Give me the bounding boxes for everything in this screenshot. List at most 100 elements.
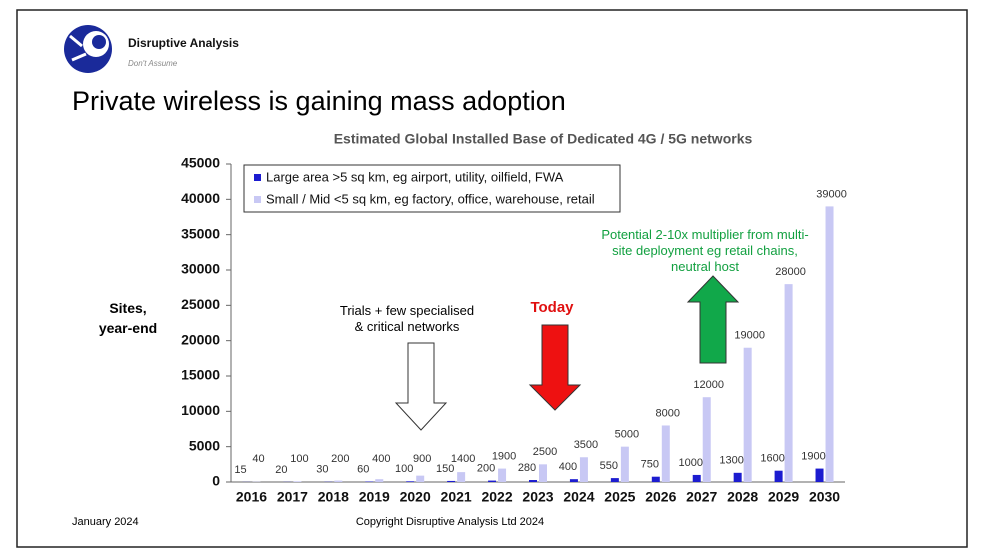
annotation-trials: Trials + few specialised & critical netw… (339, 303, 475, 334)
arrow-trials (394, 342, 448, 431)
bar (784, 284, 793, 482)
bar (375, 479, 384, 482)
value-label: 1300 (719, 455, 743, 467)
value-label: 60 (357, 463, 369, 475)
bar (457, 472, 466, 482)
bar (406, 481, 415, 482)
value-label: 3500 (574, 439, 598, 451)
arrow-today (528, 324, 582, 411)
bar (569, 479, 578, 482)
bar (733, 472, 742, 482)
value-label: 28000 (775, 266, 806, 278)
value-label: 280 (518, 462, 536, 474)
x-tick-label: 2024 (563, 489, 594, 505)
value-label: 19000 (734, 330, 765, 342)
legend-label: Small / Mid <5 sq km, eg factory, office… (266, 191, 595, 206)
value-label: 1400 (451, 453, 475, 465)
x-tick-label: 2018 (318, 489, 349, 505)
legend-label: Large area >5 sq km, eg airport, utility… (266, 169, 564, 184)
bar (610, 478, 619, 482)
value-label: 400 (559, 461, 577, 473)
y-tick-label: 35000 (181, 225, 220, 241)
bar (815, 468, 824, 482)
value-label: 8000 (656, 407, 680, 419)
bar (620, 446, 629, 482)
y-tick-label: 5000 (189, 437, 220, 453)
bar (661, 425, 670, 482)
x-tick-label: 2021 (441, 489, 472, 505)
y-tick-label: 0 (212, 473, 220, 489)
bar (539, 464, 547, 482)
y-tick-label: 45000 (181, 155, 220, 171)
x-tick-label: 2016 (236, 489, 267, 505)
footer-copyright: Copyright Disruptive Analysis Ltd 2024 (356, 516, 544, 528)
value-label: 1900 (492, 450, 516, 462)
bar (579, 457, 588, 482)
bar (692, 474, 701, 482)
legend-swatch (254, 174, 261, 181)
legend-swatch (254, 196, 261, 203)
value-label: 400 (372, 453, 390, 465)
x-tick-label: 2019 (359, 489, 390, 505)
x-tick-label: 2027 (686, 489, 717, 505)
bar (825, 206, 834, 482)
slide-title: Private wireless is gaining mass adoptio… (72, 86, 566, 116)
value-label: 30 (316, 464, 328, 476)
slide-frame (16, 9, 968, 548)
value-label: 2500 (533, 446, 557, 458)
bar (447, 480, 456, 482)
bar (774, 470, 783, 482)
value-label: 20 (275, 464, 287, 476)
x-tick-label: 2020 (400, 489, 431, 505)
bar (702, 397, 711, 482)
bar (488, 480, 497, 482)
y-tick-label: 15000 (181, 367, 220, 383)
x-tick-label: 2023 (522, 489, 553, 505)
bar (416, 475, 425, 482)
value-label: 12000 (693, 379, 724, 391)
value-label: 150 (436, 463, 454, 475)
chart-title: Estimated Global Installed Base of Dedic… (334, 131, 753, 147)
today-label: Today (530, 299, 574, 316)
bar (651, 476, 660, 482)
brand: Disruptive Analysis (128, 36, 239, 50)
bar (743, 347, 752, 482)
x-tick-label: 2017 (277, 489, 308, 505)
logo (64, 25, 112, 73)
x-tick-label: 2030 (809, 489, 840, 505)
value-label: 15 (234, 464, 246, 476)
value-label: 200 (331, 453, 349, 465)
value-label: 39000 (816, 188, 847, 200)
value-label: 40 (252, 453, 264, 465)
footer-date: January 2024 (72, 516, 139, 528)
bar (529, 480, 537, 482)
bar (293, 481, 302, 482)
y-tick-label: 20000 (181, 331, 220, 347)
y-tick-label: 25000 (181, 296, 220, 312)
y-tick-label: 10000 (181, 402, 220, 418)
x-tick-label: 2028 (727, 489, 758, 505)
y-tick-label: 30000 (181, 261, 220, 277)
bar (498, 468, 507, 482)
value-label: 100 (395, 463, 413, 475)
x-tick-label: 2025 (604, 489, 635, 505)
value-label: 100 (290, 453, 308, 465)
y-tick-label: 40000 (181, 190, 220, 206)
x-tick-label: 2022 (481, 489, 512, 505)
x-tick-label: 2026 (645, 489, 676, 505)
value-label: 200 (477, 462, 495, 474)
value-label: 1900 (801, 450, 825, 462)
annotation-potential: Potential 2-10x multiplier from multi-si… (601, 227, 809, 274)
x-tick-label: 2029 (768, 489, 799, 505)
value-label: 1600 (760, 453, 784, 465)
value-label: 900 (413, 453, 431, 465)
value-label: 550 (600, 460, 618, 472)
bar (334, 480, 343, 482)
tagline: Don't Assume (128, 59, 178, 68)
arrow-potential (686, 275, 740, 364)
y-axis-label: Sites, year-end (98, 300, 158, 336)
value-label: 750 (641, 459, 659, 471)
value-label: 5000 (615, 429, 639, 441)
